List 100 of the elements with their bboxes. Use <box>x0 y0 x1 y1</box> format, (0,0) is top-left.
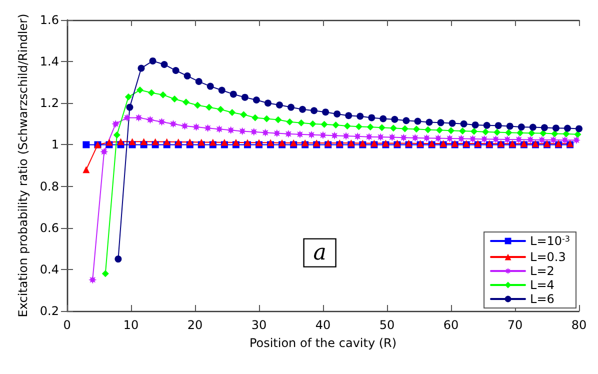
point <box>123 114 132 122</box>
point <box>263 115 270 122</box>
point <box>184 72 191 80</box>
point <box>174 138 182 146</box>
legend-label: L=2 <box>530 264 554 278</box>
point <box>102 270 109 278</box>
point <box>526 136 534 144</box>
x-axis-title: Position of the cavity (R) <box>249 336 397 350</box>
point <box>391 116 398 123</box>
point <box>192 123 200 132</box>
point <box>163 138 170 146</box>
point <box>136 86 144 94</box>
point <box>228 108 236 116</box>
y-tick-label: 0.8 <box>40 179 59 194</box>
point <box>182 98 190 106</box>
point <box>218 86 226 94</box>
point <box>195 78 202 86</box>
point <box>366 124 374 131</box>
point <box>206 82 214 90</box>
point <box>390 124 397 132</box>
point <box>549 136 558 144</box>
point <box>148 89 155 96</box>
y-tick-label: 1 <box>51 138 59 152</box>
point <box>250 128 258 136</box>
point <box>252 96 260 104</box>
point <box>158 118 166 126</box>
point <box>560 136 569 144</box>
point <box>411 134 420 142</box>
point <box>284 130 292 138</box>
legend-label: L=4 <box>530 278 554 292</box>
x-tick-label: 40 <box>315 318 331 332</box>
y-tick-label: 1.2 <box>40 96 59 110</box>
point <box>322 108 330 116</box>
point <box>368 114 376 122</box>
point <box>344 122 351 130</box>
point <box>457 134 466 143</box>
point <box>400 134 408 142</box>
point <box>307 130 316 139</box>
x-tick-label: 70 <box>507 318 523 332</box>
point <box>114 256 122 263</box>
point <box>380 115 387 122</box>
point <box>217 106 224 113</box>
point <box>342 132 350 140</box>
point <box>186 138 194 146</box>
point <box>274 116 282 124</box>
point <box>106 138 113 146</box>
point <box>434 134 442 142</box>
point <box>330 132 339 140</box>
point <box>204 124 212 132</box>
point <box>171 95 178 102</box>
point <box>215 125 224 134</box>
point <box>460 120 468 128</box>
x-tick-label: 80 <box>571 318 587 332</box>
point <box>272 129 281 138</box>
point <box>412 126 420 133</box>
point <box>538 136 546 144</box>
point <box>241 94 248 101</box>
point <box>448 120 456 127</box>
y-tick-label: 1.4 <box>40 54 59 69</box>
point <box>345 112 352 120</box>
point <box>334 110 341 118</box>
point <box>146 116 154 124</box>
y-tick-label: 1.6 <box>40 13 59 27</box>
point <box>472 121 479 128</box>
point <box>264 100 272 107</box>
point <box>482 128 490 136</box>
point <box>516 129 524 136</box>
point <box>82 166 90 174</box>
point <box>540 124 548 132</box>
y-tick-label: 0.4 <box>40 262 59 276</box>
point <box>402 117 410 124</box>
point <box>564 124 571 132</box>
point <box>230 90 237 98</box>
point <box>128 138 136 146</box>
point <box>355 123 362 130</box>
point <box>298 119 305 126</box>
point <box>540 130 547 137</box>
point <box>276 102 283 109</box>
x-tick-label: 60 <box>443 318 459 332</box>
point <box>480 135 488 144</box>
point <box>562 130 570 138</box>
point <box>574 130 582 138</box>
point <box>209 138 216 146</box>
point <box>117 138 124 146</box>
point <box>299 106 306 113</box>
x-tick-label: 10 <box>123 318 139 332</box>
point <box>140 138 148 146</box>
point <box>240 111 248 118</box>
point <box>437 119 444 126</box>
x-tick-label: 30 <box>251 318 267 332</box>
point <box>194 102 202 109</box>
point <box>494 122 502 130</box>
point <box>422 134 431 142</box>
point <box>320 120 328 128</box>
point <box>319 131 327 140</box>
point <box>220 138 228 146</box>
point <box>310 107 318 114</box>
point <box>378 124 386 132</box>
y-tick-label: 0.6 <box>40 220 59 235</box>
point <box>238 127 246 136</box>
